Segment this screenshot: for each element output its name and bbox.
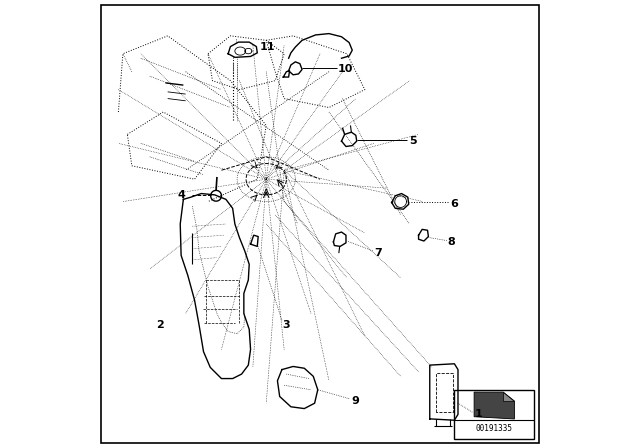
Text: 2: 2	[157, 320, 164, 330]
Text: 9: 9	[351, 396, 359, 406]
Text: 11: 11	[260, 42, 275, 52]
Text: 7: 7	[374, 248, 381, 258]
Text: 10: 10	[338, 65, 353, 74]
Text: 6: 6	[450, 199, 458, 209]
Polygon shape	[503, 392, 515, 401]
Bar	[454, 390, 534, 439]
Text: 00191335: 00191335	[476, 424, 513, 433]
Text: 4: 4	[178, 190, 186, 200]
Text: 8: 8	[448, 237, 456, 247]
Text: 1: 1	[475, 409, 483, 419]
Text: 3: 3	[282, 320, 289, 330]
Polygon shape	[474, 392, 515, 419]
Text: 5: 5	[410, 136, 417, 146]
